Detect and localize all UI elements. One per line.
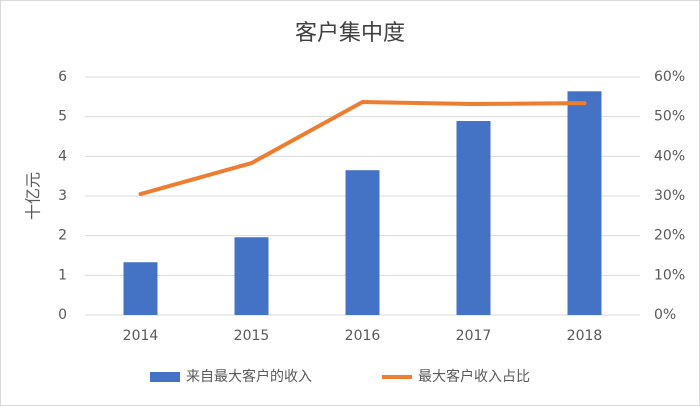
y2-tick-label: 30% [654,188,685,204]
bar [234,237,269,315]
y2-tick-label: 40% [654,148,685,164]
bar [567,91,602,315]
y-tick-label: 1 [58,267,67,283]
y2-tick-label: 10% [654,267,685,283]
bar [123,262,158,315]
y-tick-label: 6 [58,69,67,85]
x-tick-label: 2014 [123,328,159,344]
y-tick-label: 5 [58,109,67,125]
legend-label: 最大客户收入占比 [418,368,530,385]
legend-label: 来自最大客户的收入 [186,368,312,385]
y2-tick-label: 20% [654,228,685,244]
legend-swatch [150,372,180,382]
x-tick-label: 2016 [345,328,381,344]
x-tick-label: 2015 [234,328,270,344]
line [138,99,587,197]
y2-tick-label: 0% [654,307,676,323]
y-tick-label: 2 [58,228,67,244]
y-tick-label: 4 [58,148,67,164]
y-tick-label: 3 [58,188,67,204]
x-tick-label: 2017 [456,328,492,344]
y-tick-label: 0 [58,307,67,323]
y-axis-label: 十亿元 [24,172,43,220]
y2-tick-label: 50% [654,109,685,125]
y2-tick-label: 60% [654,69,685,85]
bar [456,121,491,315]
x-tick-label: 2018 [567,328,603,344]
bar [345,170,380,315]
chart-title: 客户集中度 [295,21,405,46]
